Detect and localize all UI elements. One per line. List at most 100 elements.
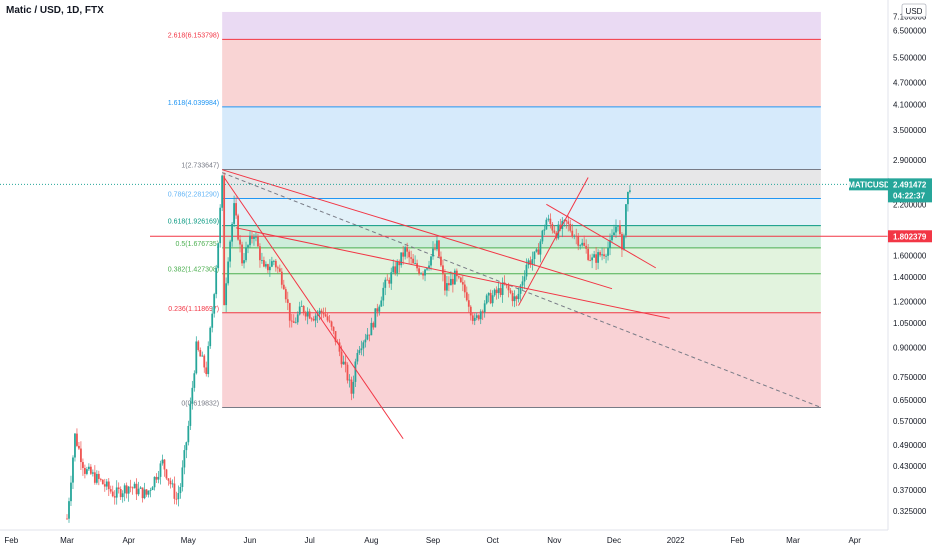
y-tick-label: 4.100000 bbox=[893, 100, 927, 109]
candle bbox=[575, 228, 578, 245]
candle-body bbox=[195, 341, 198, 374]
candle-body bbox=[296, 314, 299, 323]
candle-body bbox=[551, 224, 554, 231]
candle-body bbox=[625, 204, 627, 236]
candle bbox=[446, 275, 448, 297]
candle bbox=[609, 233, 611, 256]
candle-body bbox=[223, 175, 226, 306]
candle-body bbox=[253, 236, 255, 239]
candle bbox=[219, 204, 222, 248]
candle bbox=[412, 254, 415, 264]
candle-body bbox=[318, 310, 321, 315]
candle bbox=[177, 485, 180, 507]
time-axis[interactable]: Feb Mar Apr May Jun Jul Aug Sep Oct Nov Dec 2022 Feb… bbox=[0, 529, 932, 550]
candle bbox=[579, 244, 582, 250]
y-tick-label: 1.050000 bbox=[893, 319, 927, 328]
candle bbox=[531, 251, 534, 271]
candle bbox=[113, 490, 116, 505]
candle bbox=[362, 340, 365, 357]
candle bbox=[438, 239, 440, 258]
ticker-tag bbox=[849, 178, 889, 191]
candle bbox=[461, 275, 464, 292]
candle-body bbox=[615, 226, 617, 233]
candle bbox=[346, 362, 349, 384]
candle bbox=[356, 349, 359, 365]
candle-body bbox=[352, 381, 355, 394]
candle bbox=[593, 250, 596, 259]
candle-body bbox=[332, 326, 335, 332]
y-tick-label: 0.370000 bbox=[893, 486, 927, 495]
fib-zone-1-618 bbox=[222, 39, 821, 107]
candle-body bbox=[201, 355, 204, 357]
candle-body bbox=[76, 433, 78, 446]
x-tick-label: May bbox=[181, 536, 196, 545]
candle bbox=[619, 220, 621, 236]
candle bbox=[97, 470, 100, 486]
candle bbox=[581, 238, 584, 247]
candle bbox=[623, 233, 625, 251]
fib-zone-0-236 bbox=[222, 273, 821, 313]
candle-body bbox=[121, 493, 124, 498]
candle-body bbox=[380, 300, 383, 307]
x-tick-label: Mar bbox=[786, 536, 800, 545]
candle-body bbox=[398, 261, 401, 266]
candle bbox=[517, 287, 520, 303]
trend-4 bbox=[518, 177, 589, 306]
candle-body bbox=[475, 315, 478, 318]
price-axis[interactable]: 7.1000006.5000005.5000004.7000004.100000… bbox=[887, 0, 932, 550]
candle-body bbox=[179, 487, 182, 494]
candle-body bbox=[358, 350, 361, 353]
candle bbox=[338, 338, 341, 357]
candle bbox=[87, 463, 90, 472]
y-tick-label: 6.500000 bbox=[893, 27, 927, 36]
candle-body bbox=[135, 483, 138, 495]
candle-body bbox=[446, 283, 448, 291]
candle bbox=[565, 219, 568, 229]
candle bbox=[247, 244, 249, 254]
candle-body bbox=[525, 264, 528, 277]
candle-body bbox=[280, 271, 283, 285]
candle bbox=[227, 257, 230, 286]
candle-body bbox=[539, 241, 542, 255]
candle-body bbox=[390, 272, 393, 284]
candle bbox=[165, 468, 168, 480]
candle-body bbox=[290, 320, 293, 322]
candle-body bbox=[599, 252, 601, 256]
candle-body bbox=[623, 235, 625, 250]
candle bbox=[179, 483, 182, 499]
candle-body bbox=[408, 251, 411, 258]
candle-body bbox=[467, 300, 470, 307]
candle bbox=[101, 479, 104, 485]
candle bbox=[314, 313, 317, 328]
candle-body bbox=[465, 292, 468, 301]
candle-body bbox=[523, 276, 526, 282]
candle-body bbox=[368, 334, 371, 336]
candle bbox=[571, 223, 574, 239]
candle-body bbox=[607, 247, 609, 256]
candle-body bbox=[85, 469, 88, 474]
candle-body bbox=[386, 279, 389, 281]
candle-body bbox=[288, 302, 291, 321]
candle-body bbox=[320, 310, 323, 313]
candle bbox=[70, 475, 72, 506]
candle bbox=[91, 469, 94, 477]
candle-body bbox=[491, 295, 494, 304]
candle-body bbox=[617, 225, 619, 227]
currency-badge[interactable] bbox=[901, 3, 927, 18]
candle-body bbox=[378, 306, 381, 312]
candle-body bbox=[457, 276, 460, 278]
candle-body bbox=[469, 306, 472, 316]
candle bbox=[326, 312, 329, 323]
candle bbox=[143, 482, 146, 500]
candle bbox=[133, 481, 136, 489]
candle-body bbox=[316, 314, 319, 316]
candle-body bbox=[282, 284, 285, 290]
candle-body bbox=[597, 252, 599, 263]
candle-body bbox=[451, 278, 454, 285]
candle-body bbox=[322, 312, 325, 315]
candle bbox=[428, 260, 430, 271]
candle bbox=[167, 478, 170, 486]
candle-body bbox=[272, 260, 275, 262]
candle-body bbox=[161, 459, 164, 464]
